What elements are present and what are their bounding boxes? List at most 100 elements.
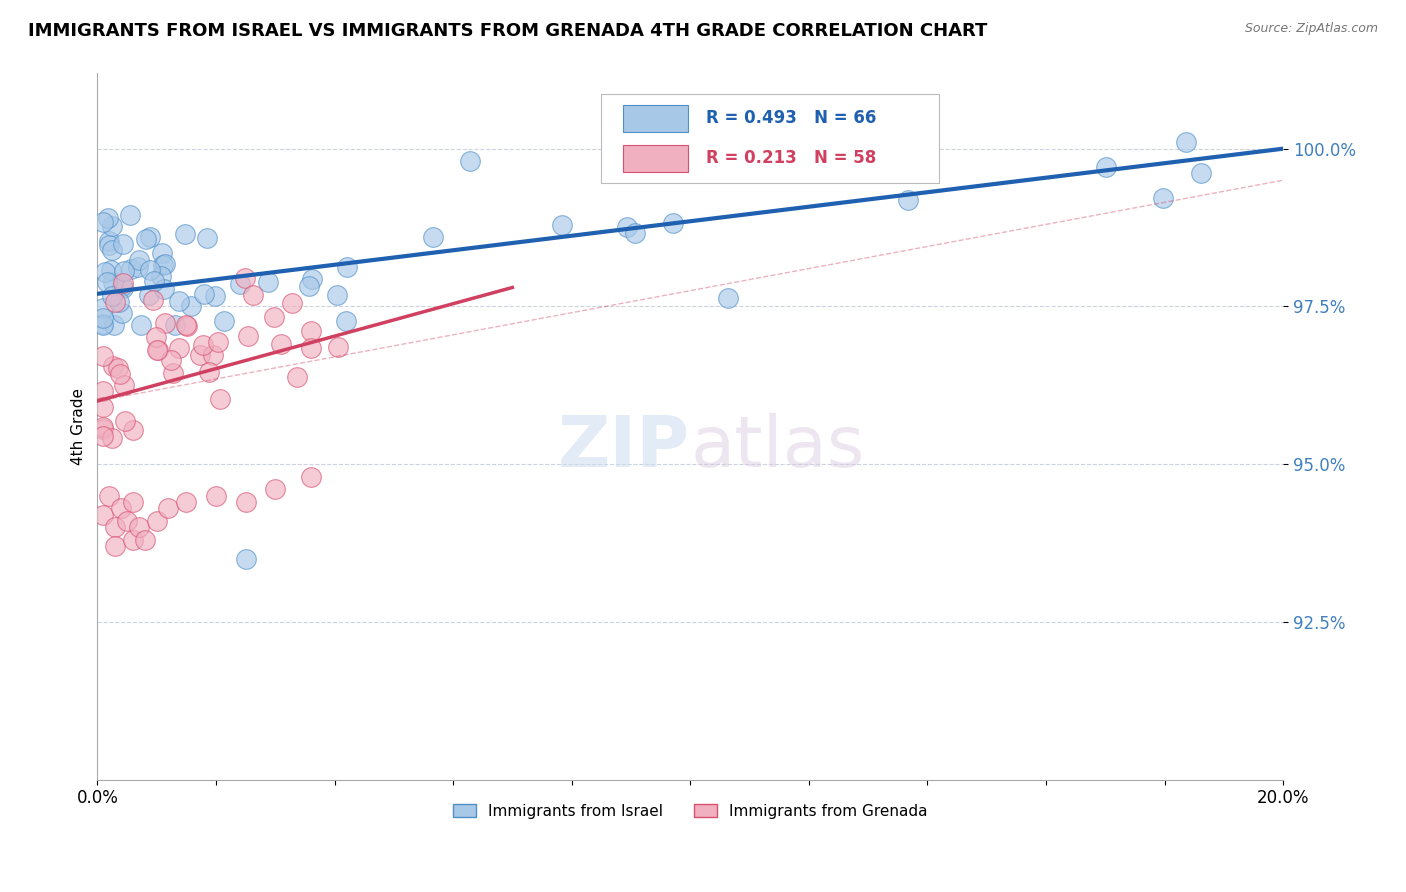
Text: R = 0.213   N = 58: R = 0.213 N = 58 — [706, 150, 876, 168]
Point — [298, 278, 321, 293]
Point — [91, 420, 114, 434]
Point — [134, 533, 156, 547]
Point — [103, 359, 125, 373]
Point — [127, 260, 149, 274]
Point — [422, 230, 444, 244]
Point — [150, 268, 173, 283]
Point — [91, 301, 114, 315]
Point — [236, 328, 259, 343]
Point — [153, 282, 176, 296]
Point — [128, 252, 150, 267]
Point — [193, 338, 215, 352]
Point — [689, 122, 711, 136]
Point — [193, 286, 215, 301]
Point — [235, 551, 257, 566]
Point — [114, 413, 136, 427]
Point — [169, 294, 191, 309]
Point — [551, 219, 574, 233]
Point — [174, 495, 197, 509]
Point — [153, 257, 176, 271]
Point — [1191, 166, 1213, 180]
Point — [616, 219, 638, 234]
Point — [118, 208, 141, 222]
Point — [104, 520, 127, 534]
Point — [299, 341, 322, 355]
Point — [1095, 160, 1118, 174]
Point — [157, 501, 180, 516]
Point — [335, 314, 357, 328]
Point — [91, 428, 114, 442]
Point — [145, 514, 167, 528]
Point — [235, 271, 257, 285]
Point — [624, 226, 647, 240]
Point — [104, 294, 127, 309]
Point — [101, 431, 124, 445]
Point — [135, 232, 157, 246]
Point — [98, 238, 121, 252]
Point — [112, 280, 135, 294]
Point — [93, 265, 115, 279]
Point — [662, 216, 685, 230]
Point — [142, 293, 165, 308]
Point — [1175, 135, 1198, 149]
Point — [167, 341, 190, 355]
Point — [145, 343, 167, 358]
Point — [301, 272, 323, 286]
Bar — [623, 104, 688, 132]
Point — [176, 318, 198, 333]
Point — [120, 262, 142, 277]
Point — [174, 318, 197, 333]
Point — [198, 365, 221, 379]
Point — [91, 422, 114, 436]
Point — [145, 330, 167, 344]
Point — [91, 310, 114, 325]
Point — [96, 275, 118, 289]
Point — [163, 318, 186, 333]
Point — [204, 289, 226, 303]
Point — [91, 384, 114, 398]
Point — [209, 392, 232, 406]
Point — [1152, 191, 1174, 205]
FancyBboxPatch shape — [602, 95, 939, 183]
Point — [100, 243, 122, 257]
Point — [112, 237, 135, 252]
Point — [153, 316, 176, 330]
Point — [458, 153, 481, 168]
Bar — [623, 145, 688, 172]
Point — [205, 489, 228, 503]
Text: atlas: atlas — [690, 413, 865, 482]
Point — [101, 289, 124, 303]
Point — [110, 501, 132, 516]
Point — [229, 277, 252, 292]
Point — [112, 264, 135, 278]
Text: R = 0.493   N = 66: R = 0.493 N = 66 — [706, 109, 876, 128]
Point — [717, 292, 740, 306]
Point — [91, 349, 114, 363]
Point — [174, 227, 197, 242]
Point — [122, 495, 145, 509]
Text: IMMIGRANTS FROM ISRAEL VS IMMIGRANTS FROM GRENADA 4TH GRADE CORRELATION CHART: IMMIGRANTS FROM ISRAEL VS IMMIGRANTS FRO… — [28, 22, 987, 40]
Point — [242, 288, 264, 302]
Point — [336, 260, 359, 274]
Point — [91, 318, 114, 333]
Point — [138, 287, 160, 301]
Point — [91, 317, 114, 331]
Point — [100, 219, 122, 233]
Y-axis label: 4th Grade: 4th Grade — [72, 388, 86, 465]
Point — [103, 318, 125, 333]
Point — [100, 263, 122, 277]
Point — [91, 508, 114, 522]
Point — [326, 288, 349, 302]
Point — [299, 469, 322, 483]
Point — [139, 230, 162, 244]
Legend: Immigrants from Israel, Immigrants from Grenada: Immigrants from Israel, Immigrants from … — [447, 797, 934, 825]
Point — [111, 276, 134, 290]
Point — [326, 339, 349, 353]
Point — [257, 275, 280, 289]
Point — [287, 369, 309, 384]
Point — [108, 367, 131, 381]
Point — [98, 489, 121, 503]
Point — [148, 343, 170, 358]
Point — [91, 401, 114, 415]
Point — [112, 377, 135, 392]
